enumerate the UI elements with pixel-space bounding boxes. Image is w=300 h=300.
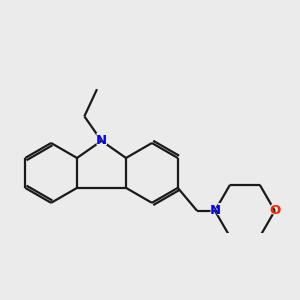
Text: N: N xyxy=(96,134,107,147)
Text: O: O xyxy=(268,203,281,218)
Text: O: O xyxy=(269,204,281,217)
Text: N: N xyxy=(208,203,222,218)
Text: N: N xyxy=(95,133,108,148)
Text: N: N xyxy=(209,204,220,217)
